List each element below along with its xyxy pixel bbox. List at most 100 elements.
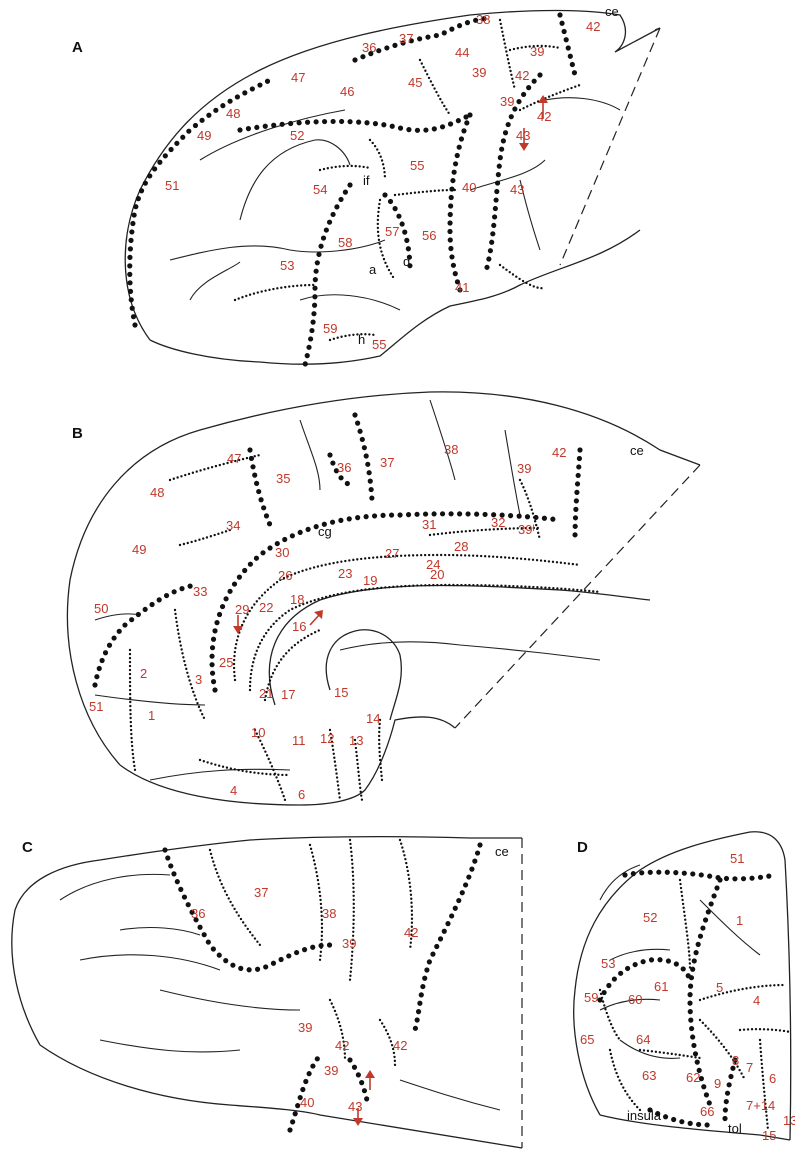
panel-d-area-number: 53 [601, 956, 615, 971]
panel-b-area-number: 32 [491, 515, 505, 530]
panel-b-area-number: 24 [426, 557, 440, 572]
panel-b-area-number: 39ᴵ [518, 522, 535, 537]
panel-a-area-number: 38 [476, 12, 490, 27]
panel-b-area-number: 21 [259, 686, 273, 701]
panel-b-outline [66, 391, 701, 766]
panel-b-landmark-label: ce [630, 443, 644, 458]
panel-a-landmark-label: ce [605, 4, 619, 19]
panel-d-area-number: 13 [783, 1113, 795, 1128]
panel-d-area-number: 60 [628, 992, 642, 1007]
panel-d-area-number: 63 [642, 1068, 656, 1083]
panel-a-area-number: 59 [323, 321, 337, 336]
panel-b-area-number: 39 [517, 461, 531, 476]
panel-a-area-number: 37 [399, 31, 413, 46]
panel-c-area-number: 43 [348, 1099, 362, 1114]
panel-b-area-number: 10 [251, 725, 265, 740]
panel-a: A [72, 9, 661, 368]
panel-c-area-number: 42 [404, 925, 418, 940]
panel-d-area-number: 4 [753, 993, 760, 1008]
panel-b-area-number: 23 [338, 566, 352, 581]
panel-d-area-number: 51 [730, 851, 744, 866]
panel-d-area-number: 59 [584, 990, 598, 1005]
panel-d-area-number: 64 [636, 1032, 650, 1047]
panel-b: B [66, 391, 701, 806]
panel-c-area-number: 37 [254, 885, 268, 900]
panel-a-area-number: 47 [291, 70, 305, 85]
panel-b-area-number: 3 [195, 672, 202, 687]
panel-a-landmark-label: a [369, 262, 377, 277]
panel-b-area-number: 6 [298, 787, 305, 802]
panel-b-cut-edge [454, 464, 701, 729]
panel-c-outline [11, 836, 522, 1046]
panel-d-area-number: 61 [654, 979, 668, 994]
panel-b-area-number: 50 [94, 601, 108, 616]
panel-a-area-number: 48 [226, 106, 240, 121]
panel-b-area-number: 11 [292, 733, 306, 748]
panel-c-area-number: 39 [324, 1063, 338, 1078]
panel-a-area-number: 39 [530, 44, 544, 59]
panel-c-area-number: 36 [191, 906, 205, 921]
panel-c-area-number: 42 [335, 1038, 349, 1053]
panel-a-landmark-label: d [403, 254, 410, 269]
panel-b-area-number: 18 [290, 592, 304, 607]
panel-d-area-number: 9 [714, 1076, 721, 1091]
panel-a-area-number: 36 [362, 40, 376, 55]
panel-b-area-number: 19 [363, 573, 377, 588]
panel-b-area-number: 17 [281, 687, 295, 702]
panel-a-area-number: 39 [500, 94, 514, 109]
panel-a-area-number: 52 [290, 128, 304, 143]
panel-a-area-number: 45 [408, 75, 422, 90]
panel-a-area-number: 43 [516, 128, 530, 143]
panel-b-area-number: 12 [320, 731, 334, 746]
panel-b-area-number: 25 [219, 655, 233, 670]
panel-d-landmark-label: tol [728, 1121, 742, 1136]
panel-a-area-number: 55 [410, 158, 424, 173]
panel-b-area-number: 14 [366, 711, 380, 726]
panel-d-landmark-label: insula [627, 1108, 662, 1123]
panel-b-area-number: 42 [552, 445, 566, 460]
panel-a-landmark-label: if [363, 173, 370, 188]
panel-b-area-number: 34 [226, 518, 240, 533]
panel-d-area-number: 62 [686, 1070, 700, 1085]
panel-d-area-number: 6 [769, 1071, 776, 1086]
panel-a-area-number: 41 [455, 280, 469, 295]
panel-d-area-number: 66 [700, 1104, 714, 1119]
panel-b-area-number: 4 [230, 783, 237, 798]
panel-a-area-number: 56 [422, 228, 436, 243]
panel-b-landmark-label: cg [318, 524, 332, 539]
panel-d: D [573, 831, 792, 1141]
panel-b-area-number: 16 [292, 619, 306, 634]
panel-a-area-number: 57 [385, 224, 399, 239]
panel-b-area-number: 13 [349, 733, 363, 748]
panel-b-label: B [72, 425, 83, 442]
panel-c-landmark-label: ce [495, 844, 509, 859]
panel-a-landmark-label: h [358, 332, 365, 347]
panel-a-area-number: 55 [372, 337, 386, 352]
panel-a-area-number: 39 [472, 65, 486, 80]
panel-a-area-number: 49 [197, 128, 211, 143]
panel-b-area-number: 26 [278, 568, 292, 583]
panel-d-area-number: 7+14 [746, 1098, 775, 1113]
panel-d-area-number: 1 [736, 913, 743, 928]
panel-a-area-number: 54 [313, 182, 327, 197]
panel-b-area-number: 37 [380, 455, 394, 470]
panel-b-area-number: 22 [259, 600, 273, 615]
panel-a-area-number: 43 [510, 182, 524, 197]
panel-c-area-number: 42 [393, 1038, 407, 1053]
panel-a-area-number: 58 [338, 235, 352, 250]
panel-b-area-number: 48 [150, 485, 164, 500]
panel-d-label: D [577, 839, 588, 856]
panel-b-area-number: 47 [227, 451, 241, 466]
panel-a-area-number: 51 [165, 178, 179, 193]
panel-b-area-number: 31 [422, 517, 436, 532]
panel-b-area-number: 35 [276, 471, 290, 486]
panel-b-area-number: 36 [337, 460, 351, 475]
panel-b-area-number: 33 [193, 584, 207, 599]
panel-d-area-number: 65 [580, 1032, 594, 1047]
panel-d-area-number: 52 [643, 910, 657, 925]
panel-b-area-number: 29 [235, 602, 249, 617]
panel-b-area-number: 2 [140, 666, 147, 681]
panel-a-area-number: 42 [515, 68, 529, 83]
panel-a-area-number: 44 [455, 45, 469, 60]
panel-c-area-number: 39 [342, 936, 356, 951]
